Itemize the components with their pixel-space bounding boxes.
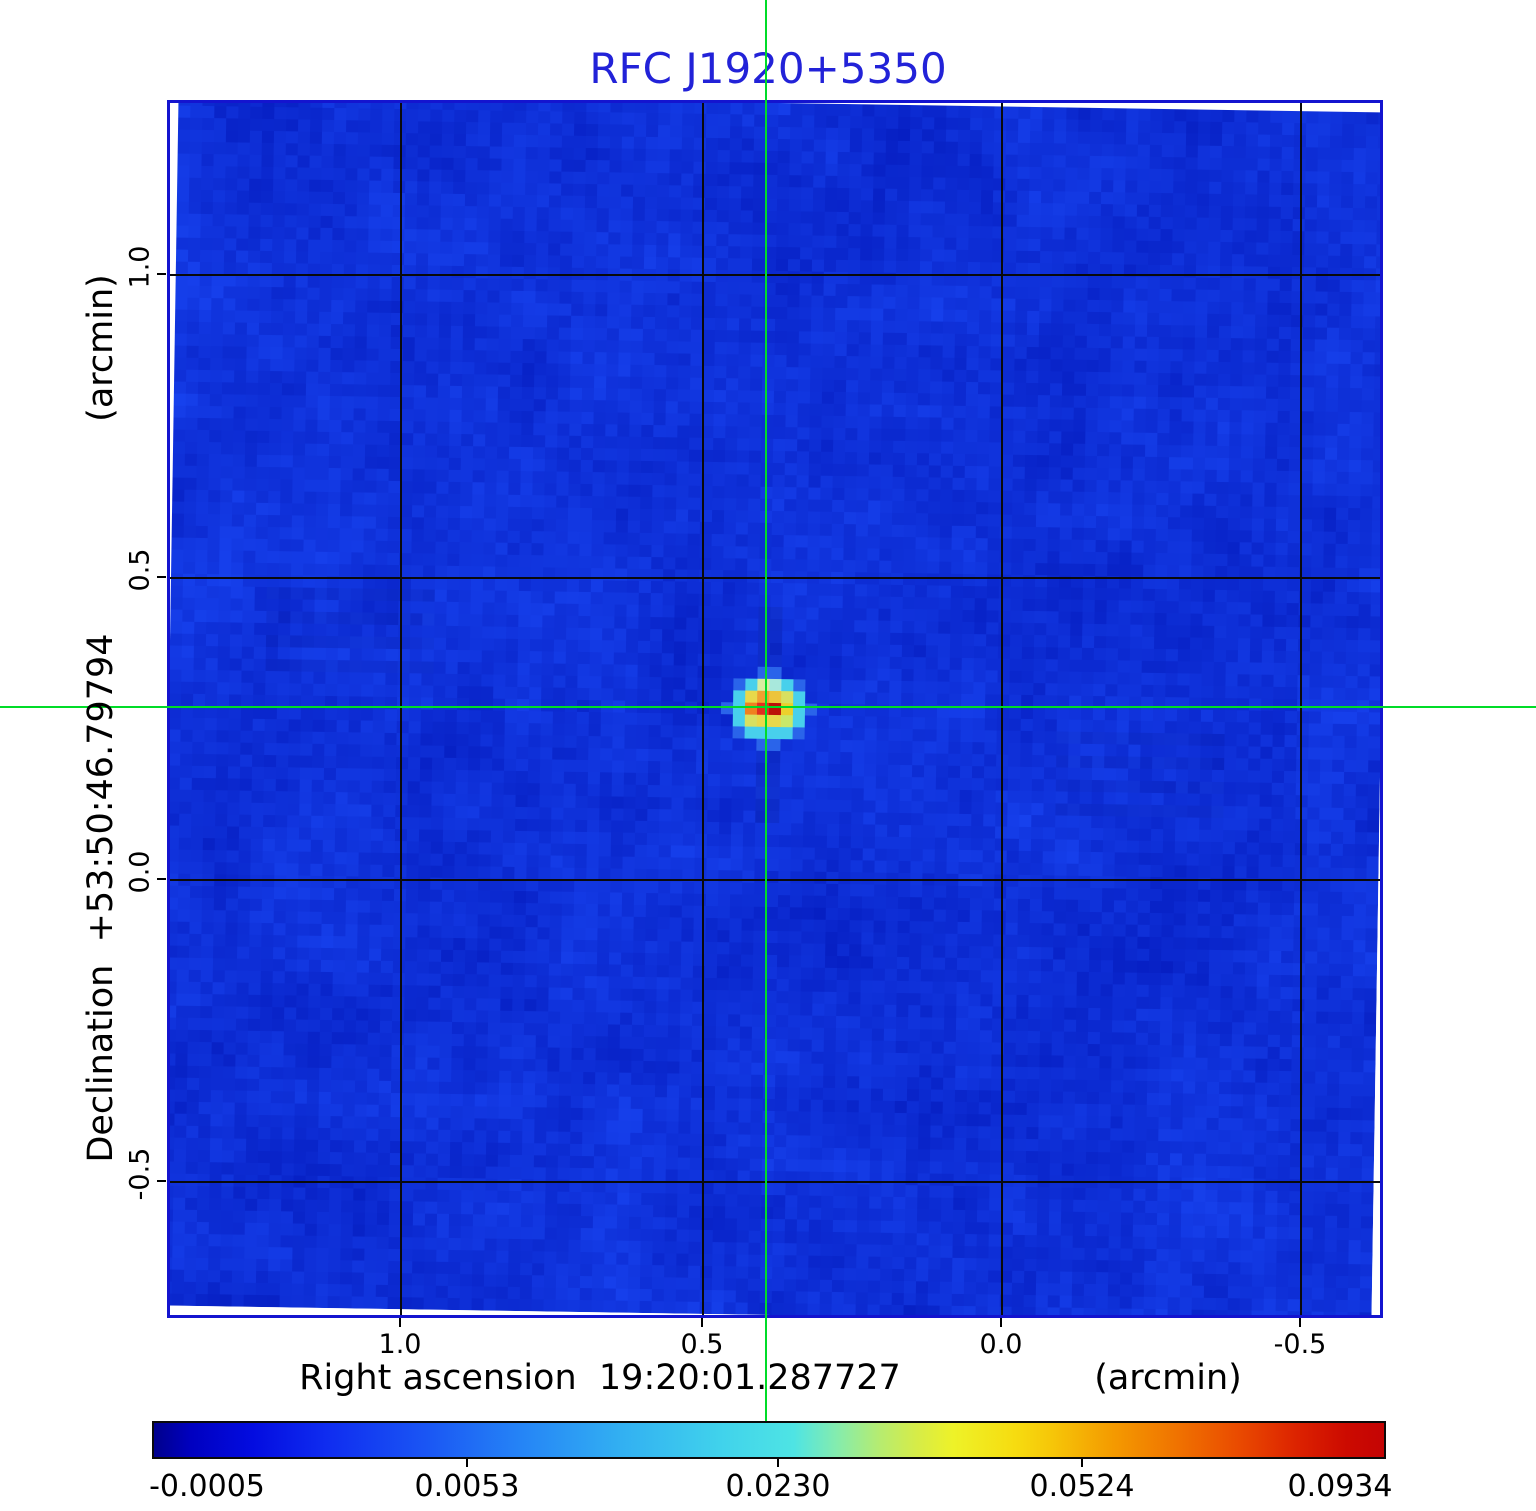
y-tick-label: 0.5 xyxy=(124,548,156,592)
y-axis-label: Declination +53:50:46.79794 xyxy=(81,633,121,1163)
y-axis-tick xyxy=(157,1180,166,1182)
x-tick-label: -0.5 xyxy=(1273,1329,1327,1360)
y-tick-label: -0.5 xyxy=(124,1147,156,1201)
colorbar-tick-label: 0.0053 xyxy=(414,1469,520,1504)
colorbar-tick xyxy=(1081,1459,1083,1467)
sky-image-canvas xyxy=(170,103,1380,1315)
grid-line-horizontal xyxy=(170,879,1380,881)
grid-line-vertical xyxy=(1300,103,1302,1315)
x-tick-label: 1.0 xyxy=(378,1329,422,1360)
colorbar-tick xyxy=(777,1459,779,1467)
x-axis-tick xyxy=(399,1318,401,1327)
crosshair-horizontal-line xyxy=(0,706,1536,708)
x-tick-label: 0.0 xyxy=(979,1329,1023,1360)
colorbar-tick-label: 0.0934 xyxy=(1287,1469,1393,1504)
colorbar-tick-label: 0.0524 xyxy=(1029,1469,1135,1504)
plot-title: RFC J1920+5350 xyxy=(589,44,947,93)
plot-frame xyxy=(167,100,1383,1318)
x-tick-label: 0.5 xyxy=(680,1329,724,1360)
y-tick-label: 0.0 xyxy=(124,850,156,894)
grid-line-horizontal xyxy=(170,577,1380,579)
y-tick-label: 1.0 xyxy=(124,245,156,289)
x-axis-tick xyxy=(1299,1318,1301,1327)
grid-line-vertical xyxy=(400,103,402,1315)
y-axis-tick xyxy=(157,878,166,880)
x-axis-tick xyxy=(1000,1318,1002,1327)
crosshair-vertical-line xyxy=(765,0,767,1421)
grid-line-horizontal xyxy=(170,274,1380,276)
x-axis-label: Right ascension 19:20:01.287727 xyxy=(299,1358,901,1398)
grid-line-vertical xyxy=(1001,103,1003,1315)
colorbar-tick-label: -0.0005 xyxy=(149,1469,265,1504)
colorbar-tick xyxy=(466,1459,468,1467)
colorbar xyxy=(152,1421,1386,1459)
y-axis-tick xyxy=(157,576,166,578)
x-axis-tick xyxy=(701,1318,703,1327)
grid-line-horizontal xyxy=(170,1181,1380,1183)
y-axis-tick xyxy=(157,273,166,275)
colorbar-tick-label: 0.0230 xyxy=(725,1469,831,1504)
x-axis-unit: (arcmin) xyxy=(1094,1358,1242,1398)
y-axis-unit: (arcmin) xyxy=(81,274,121,422)
grid-line-vertical xyxy=(702,103,704,1315)
